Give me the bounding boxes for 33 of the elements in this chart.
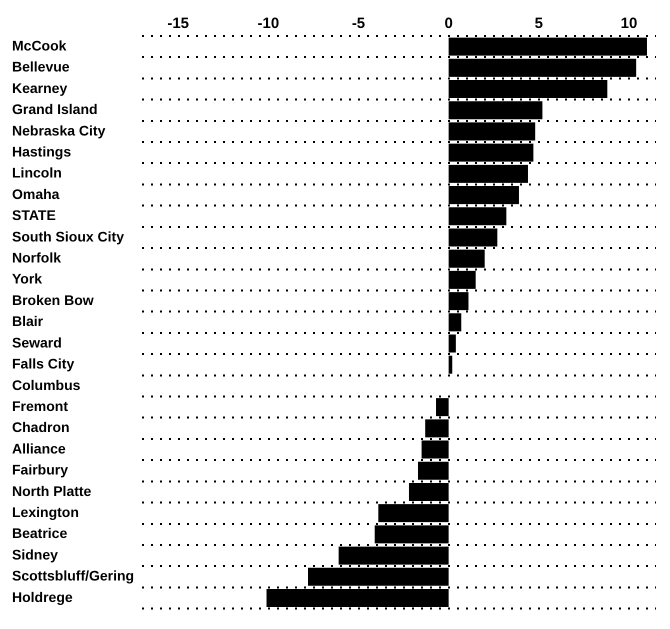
y-tick-label: Omaha (12, 186, 60, 202)
y-tick-label: Seward (12, 334, 62, 350)
y-tick-label: York (12, 270, 42, 287)
y-tick-label: Kearney (12, 80, 68, 96)
y-tick-label: STATE (12, 207, 56, 224)
y-tick-label: Scottsbluff/Gering (12, 568, 134, 584)
y-tick-label: South Sioux City (12, 228, 124, 244)
y-tick-label: Lexington (12, 504, 79, 520)
y-tick-label: Lincoln (12, 164, 62, 181)
y-tick-label: Bellevue (12, 58, 70, 75)
x-tick-label: 0 (444, 15, 453, 32)
y-tick-label: Norfolk (12, 250, 62, 266)
y-tick-label: Fairbury (12, 462, 68, 478)
y-tick-label: Chadron (12, 419, 70, 436)
y-tick-label: Grand Island (12, 101, 98, 118)
x-tick-label: -10 (257, 15, 280, 32)
y-tick-label: Nebraska City (12, 122, 106, 138)
y-tick-label: Broken Bow (12, 292, 94, 308)
y-tick-label: Columbus (12, 376, 81, 393)
y-tick-label: North Platte (12, 482, 92, 499)
y-tick-label: Falls City (12, 356, 74, 372)
y-tick-label: Fremont (12, 398, 68, 414)
y-tick-label: Beatrice (12, 525, 68, 542)
y-tick-label: Alliance (12, 440, 66, 456)
x-tick-label: -5 (352, 15, 366, 32)
y-tick-label: McCook (12, 37, 67, 54)
x-tick-label: 5 (534, 15, 543, 32)
x-tick-label: -15 (167, 15, 190, 32)
y-tick-label: Sidney (12, 546, 58, 562)
y-tick-label: Hastings (12, 144, 72, 160)
y-tick-label: Blair (12, 313, 44, 330)
y-tick-label: Holdrege (12, 588, 73, 605)
x-tick-label: 10 (620, 15, 638, 32)
